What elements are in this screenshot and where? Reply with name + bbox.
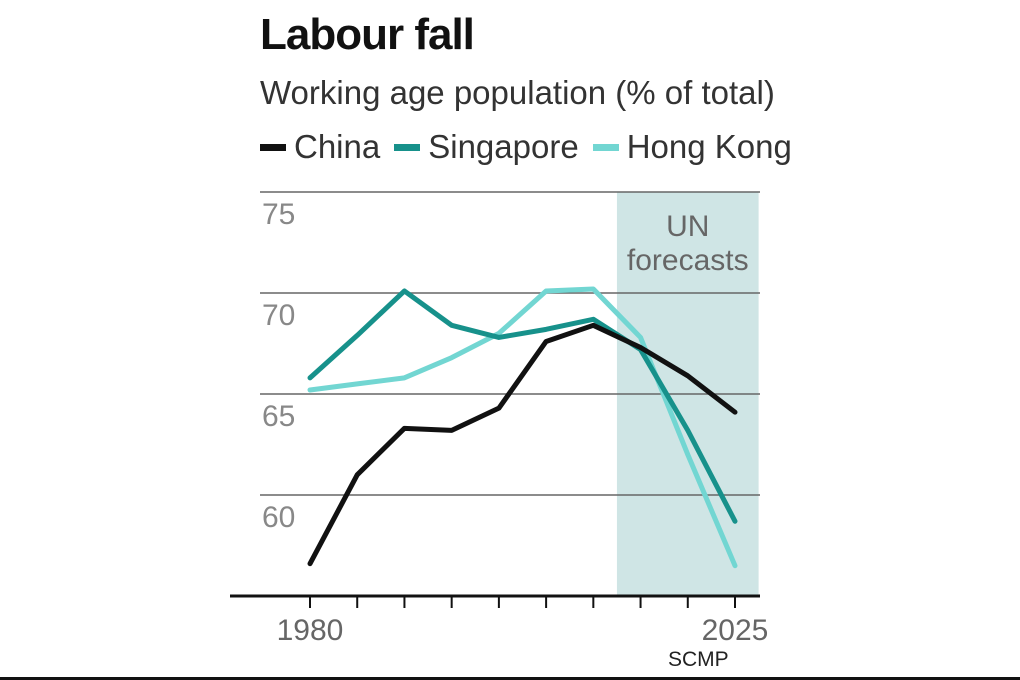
y-tick-label-60: 60	[262, 501, 295, 534]
bottom-rule	[0, 677, 1020, 680]
series-line-china	[307, 322, 738, 567]
forecast-label-line2: forecasts	[627, 244, 749, 277]
forecast-label-line1: UN	[666, 210, 709, 243]
legend-label-hong-kong: Hong Kong	[626, 128, 792, 165]
y-tick-label-75: 75	[262, 198, 295, 231]
legend-swatch-singapore	[394, 143, 421, 151]
legend: China Singapore Hong Kong	[260, 128, 806, 166]
chart-subtitle: Working age population (% of total)	[260, 74, 775, 111]
series-line-hong-kong	[307, 286, 738, 569]
y-tick-label-65: 65	[262, 400, 295, 433]
x-tick-label-2025: 2025	[702, 614, 769, 647]
chart-title: Labour fall	[260, 10, 475, 59]
legend-label-china: China	[294, 128, 381, 165]
series-line-singapore	[307, 288, 738, 524]
y-tick-label-70: 70	[262, 299, 295, 332]
legend-swatch-china	[260, 143, 286, 151]
legend-item-china: China	[260, 128, 380, 166]
legend-label-singapore: Singapore	[428, 128, 579, 165]
legend-item-singapore: Singapore	[394, 128, 579, 166]
source-credit: SCMP	[668, 648, 729, 671]
x-tick-label-1980: 1980	[277, 614, 344, 647]
legend-swatch-hong-kong	[592, 143, 619, 151]
legend-item-hong-kong: Hong Kong	[592, 128, 792, 166]
